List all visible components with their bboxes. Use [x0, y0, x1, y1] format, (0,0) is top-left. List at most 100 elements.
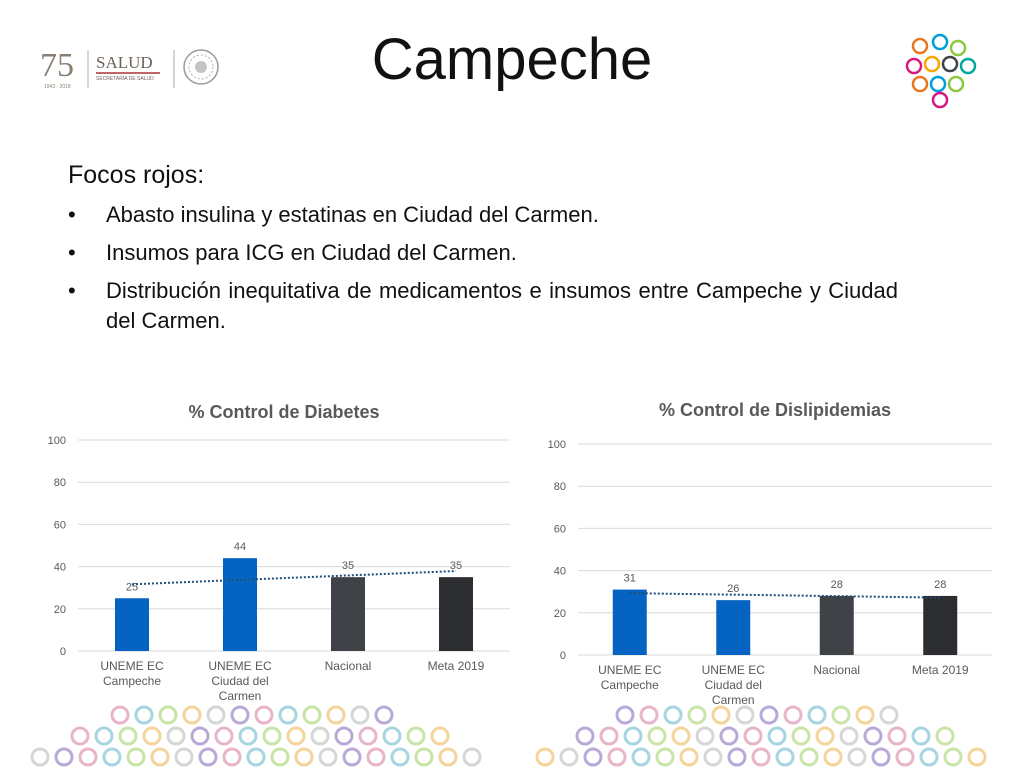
category-label: Nacional [813, 663, 860, 677]
decor-circle [943, 747, 963, 767]
decor-circle [278, 705, 298, 725]
decor-circle [326, 705, 346, 725]
chart-title: % Control de Dislipidemias [659, 400, 891, 420]
decor-circle [150, 747, 170, 767]
decor-circle [190, 726, 210, 746]
decor-circle [695, 726, 715, 746]
decor-circle [110, 705, 130, 725]
logo-circle [923, 55, 941, 73]
decor-circle [286, 726, 306, 746]
decor-circle [855, 705, 875, 725]
decor-circle [719, 726, 739, 746]
y-tick-label: 40 [54, 562, 66, 574]
category-label: UNEME EC Ciudad del Carmen [702, 663, 766, 707]
decor-circle [462, 747, 482, 767]
decor-circle [30, 747, 50, 767]
y-tick-label: 80 [54, 477, 66, 489]
y-tick-label: 100 [48, 435, 66, 447]
decor-circle [743, 726, 763, 746]
section-heading: Focos rojos: [68, 161, 205, 189]
decor-circle [703, 747, 723, 767]
decor-circle [791, 726, 811, 746]
logo-75-number: 75 [40, 47, 74, 84]
decor-circle [863, 726, 883, 746]
y-tick-label: 80 [554, 481, 566, 493]
decor-circle [775, 747, 795, 767]
decor-circle [871, 747, 891, 767]
decor-circle [535, 747, 555, 767]
decor-circle [663, 705, 683, 725]
decor-circle [615, 705, 635, 725]
decor-circle [310, 726, 330, 746]
bar [716, 600, 751, 655]
bullet-item: Insumos para ICG en Ciudad del Carmen. [68, 238, 898, 268]
decor-circle [166, 726, 186, 746]
decor-circle [78, 747, 98, 767]
logo-circle [949, 39, 967, 57]
logo-subtitle: SECRETARÍA DE SALUD [96, 75, 154, 82]
y-tick-label: 0 [60, 646, 66, 658]
category-label: Meta 2019 [428, 659, 485, 673]
y-tick-label: 60 [54, 519, 66, 531]
decor-circle [366, 747, 386, 767]
decor-circle [839, 726, 859, 746]
decor-circle [559, 747, 579, 767]
decor-circle [214, 726, 234, 746]
logo-circle [959, 57, 977, 75]
decor-circle [879, 705, 899, 725]
decor-circle [438, 747, 458, 767]
bar [439, 577, 473, 651]
decor-circle [967, 747, 987, 767]
decor-circle [406, 726, 426, 746]
data-label: 28 [831, 579, 843, 591]
decor-circle [246, 747, 266, 767]
decor-circle [198, 747, 218, 767]
decor-circle [935, 726, 955, 746]
decor-circle [751, 747, 771, 767]
decor-circle [679, 747, 699, 767]
decor-circle [374, 705, 394, 725]
decor-circle [238, 726, 258, 746]
data-label: 25 [126, 581, 138, 593]
decor-circle [334, 726, 354, 746]
decor-circle [575, 726, 595, 746]
decor-circle [94, 726, 114, 746]
y-tick-label: 20 [54, 604, 66, 616]
y-tick-label: 100 [548, 439, 566, 451]
decor-circle [350, 705, 370, 725]
decor-circle [639, 705, 659, 725]
data-label: 26 [727, 583, 739, 595]
logo-brand: SALUD [96, 53, 153, 72]
decor-circle [70, 726, 90, 746]
decor-circle [711, 705, 731, 725]
decor-circle [262, 726, 282, 746]
decor-circle [655, 747, 675, 767]
decor-circle [847, 747, 867, 767]
logo-circle [931, 33, 949, 51]
decor-circle [318, 747, 338, 767]
national-seal-icon [183, 49, 219, 85]
chart-control-diabetes: % Control de Diabetes 0 20 40 60 80 100 25 UNEME… [30, 385, 520, 715]
decor-circle [631, 747, 651, 767]
decor-circle [823, 747, 843, 767]
decor-circle [134, 705, 154, 725]
focos-rojos-section: Focos rojos: Abasto insulina y estatinas… [68, 160, 898, 344]
circles-logo-icon [900, 30, 980, 110]
decor-circle [206, 705, 226, 725]
decor-circle [735, 705, 755, 725]
decor-circle [727, 747, 747, 767]
logo-years: 1943 - 2018 [44, 84, 71, 90]
bar [819, 595, 854, 655]
salud-logo: 75 1943 - 2018 SALUD SECRETARÍA DE SALUD [38, 40, 228, 96]
decor-circle [911, 726, 931, 746]
decor-circle [414, 747, 434, 767]
decor-circle [815, 726, 835, 746]
decor-circle [647, 726, 667, 746]
decor-circle [302, 705, 322, 725]
decor-circle [767, 726, 787, 746]
decor-circle [895, 747, 915, 767]
decor-circle [607, 747, 627, 767]
bullet-list: Abasto insulina y estatinas en Ciudad de… [68, 200, 898, 336]
decor-circle [358, 726, 378, 746]
decor-circle [126, 747, 146, 767]
